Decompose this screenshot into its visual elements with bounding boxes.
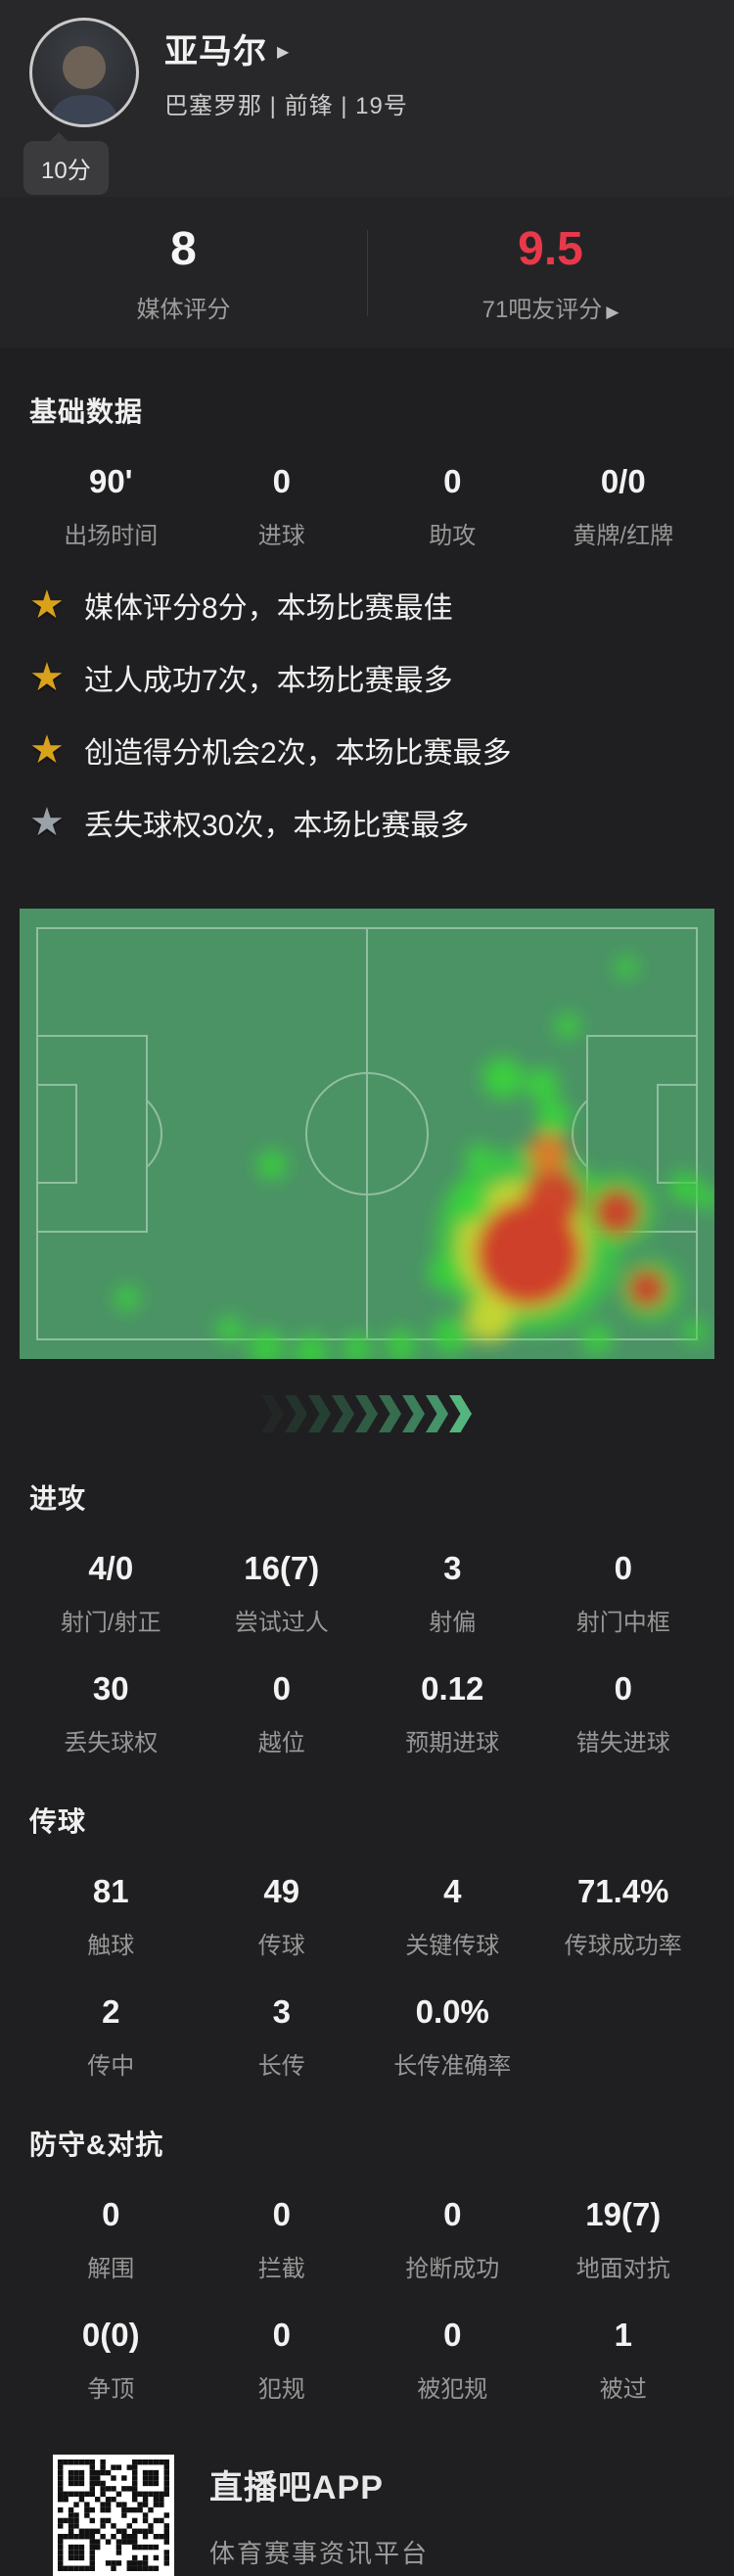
highlight-list: ★ 媒体评分8分，本场比赛最佳 ★ 过人成功7次，本场比赛最多 ★ 创造得分机会… — [29, 584, 734, 844]
stat-cell: 0 射门中框 — [575, 1550, 670, 1636]
stat-cell: 30 丢失球权 — [64, 1670, 159, 1756]
top-band: 亚马尔 ▶ 巴塞罗那 | 前锋 | 19号 10分 — [0, 0, 734, 197]
chevron-right-icon: ▶ — [606, 303, 619, 321]
attack-stats-row1: 4/0 射门/射正 16(7) 尝试过人 3 射偏 0 射门中框 — [0, 1550, 734, 1637]
stat-cell: 0 抢断成功 — [405, 2196, 500, 2282]
player-heatmap — [20, 909, 720, 1368]
passing-stats-row1: 81 触球 49 传球 4 关键传球 71.4% 传球成功率 — [0, 1873, 734, 1960]
app-footer: 直播吧APP 体育赛事资讯平台 — [53, 2455, 734, 2576]
stat-cell: 3 长传 — [257, 1993, 305, 2080]
stat-cell: 90' 出场时间 — [64, 463, 159, 549]
section-title-passing: 传球 — [29, 1806, 87, 1837]
fan-rating-value: 9.5 — [518, 223, 583, 275]
chevron-arrow — [449, 1395, 472, 1432]
stat-cell: 3 射偏 — [429, 1550, 477, 1636]
fan-rating[interactable]: 9.5 71吧友评分 ▶ — [367, 222, 734, 324]
passing-stats-row2: 2 传中 3 长传 0.0% 长传准确率 — [0, 1993, 734, 2081]
section-title-defense: 防守&对抗 — [29, 2130, 164, 2160]
chevron-arrow — [285, 1395, 307, 1432]
app-tagline: 体育赛事资讯平台 — [209, 2539, 430, 2568]
stat-cell: 0 被犯规 — [417, 2317, 488, 2403]
player-name: 亚马尔 — [164, 33, 267, 70]
star-icon: ★ — [29, 656, 65, 699]
highlight-row: ★ 丢失球权30次，本场比赛最多 — [29, 801, 470, 844]
heat-blobs — [115, 956, 720, 1368]
chevron-arrow — [379, 1395, 401, 1432]
player-header: 亚马尔 ▶ 巴塞罗那 | 前锋 | 19号 — [0, 18, 734, 127]
media-rating-label: 媒体评分 — [136, 297, 231, 323]
attack-stats-row2: 30 丢失球权 0 越位 0.12 预期进球 0 错失进球 — [0, 1670, 734, 1757]
stat-cell: 0 拦截 — [257, 2196, 305, 2282]
direction-of-play-arrows — [0, 1393, 734, 1434]
chevron-arrow — [332, 1395, 354, 1432]
defense-stats-row2: 0(0) 争顶 0 犯规 0 被犯规 1 被过 — [0, 2317, 734, 2404]
person-silhouette-icon — [49, 46, 119, 124]
stat-cell: 0(0) 争顶 — [81, 2317, 140, 2403]
star-icon: ★ — [29, 801, 65, 844]
highlight-row: ★ 创造得分机会2次，本场比赛最多 — [29, 728, 512, 772]
chevron-right-icon: ▶ — [277, 43, 290, 61]
section-title-attack: 进攻 — [29, 1483, 87, 1514]
stat-cell: 0.12 预期进球 — [405, 1670, 500, 1756]
ratings-panel: 8 媒体评分 9.5 71吧友评分 ▶ — [0, 197, 734, 348]
star-icon: ★ — [29, 728, 65, 772]
media-rating-value: 8 — [170, 223, 197, 275]
stat-cell: 1 被过 — [599, 2317, 647, 2403]
section-title-basic: 基础数据 — [29, 397, 144, 427]
chevron-arrow — [308, 1395, 331, 1432]
stat-cell: 16(7) 尝试过人 — [234, 1550, 329, 1636]
stat-cell: 81 触球 — [87, 1873, 135, 1959]
stat-cell: 19(7) 地面对抗 — [575, 2196, 670, 2282]
player-name-row[interactable]: 亚马尔 ▶ — [164, 24, 408, 72]
stat-cell: 0 进球 — [257, 463, 305, 549]
defense-stats-row1: 0 解围 0 拦截 0 抢断成功 19(7) 地面对抗 — [0, 2196, 734, 2283]
chevron-arrow — [402, 1395, 425, 1432]
stat-cell: 71.4% 传球成功率 — [564, 1873, 682, 1959]
star-icon: ★ — [29, 584, 65, 627]
stat-cell: 0 助攻 — [429, 463, 477, 549]
media-rating: 8 媒体评分 — [0, 222, 367, 324]
full-score-badge: 10分 — [23, 132, 109, 195]
stat-cell — [538, 1993, 710, 2081]
player-avatar[interactable] — [29, 18, 139, 127]
stat-cell: 4/0 射门/射正 — [60, 1550, 161, 1636]
stat-cell: 0 犯规 — [257, 2317, 305, 2403]
player-meta: 巴塞罗那 | 前锋 | 19号 — [164, 93, 408, 119]
basic-stats: 90' 出场时间 0 进球 0 助攻 0/0 黄牌/红牌 — [0, 463, 734, 550]
stat-cell: 0 错失进球 — [575, 1670, 670, 1756]
highlight-row: ★ 过人成功7次，本场比赛最多 — [29, 656, 453, 699]
chevron-arrow — [426, 1395, 448, 1432]
stat-cell: 0 越位 — [257, 1670, 305, 1756]
stat-cell: 4 关键传球 — [405, 1873, 500, 1959]
highlight-row: ★ 媒体评分8分，本场比赛最佳 — [29, 584, 453, 627]
stat-cell: 0.0% 长传准确率 — [393, 1993, 512, 2080]
chevron-arrow — [355, 1395, 378, 1432]
app-name: 直播吧APP — [209, 2469, 384, 2506]
stat-cell: 0/0 黄牌/红牌 — [573, 463, 674, 549]
stat-cell: 0 解围 — [87, 2196, 135, 2282]
fan-rating-label: 71吧友评分 ▶ — [482, 297, 619, 323]
qr-code — [53, 2455, 174, 2576]
stat-cell: 2 传中 — [87, 1993, 135, 2080]
chevron-arrow — [261, 1395, 284, 1432]
stat-cell: 49 传球 — [257, 1873, 305, 1959]
